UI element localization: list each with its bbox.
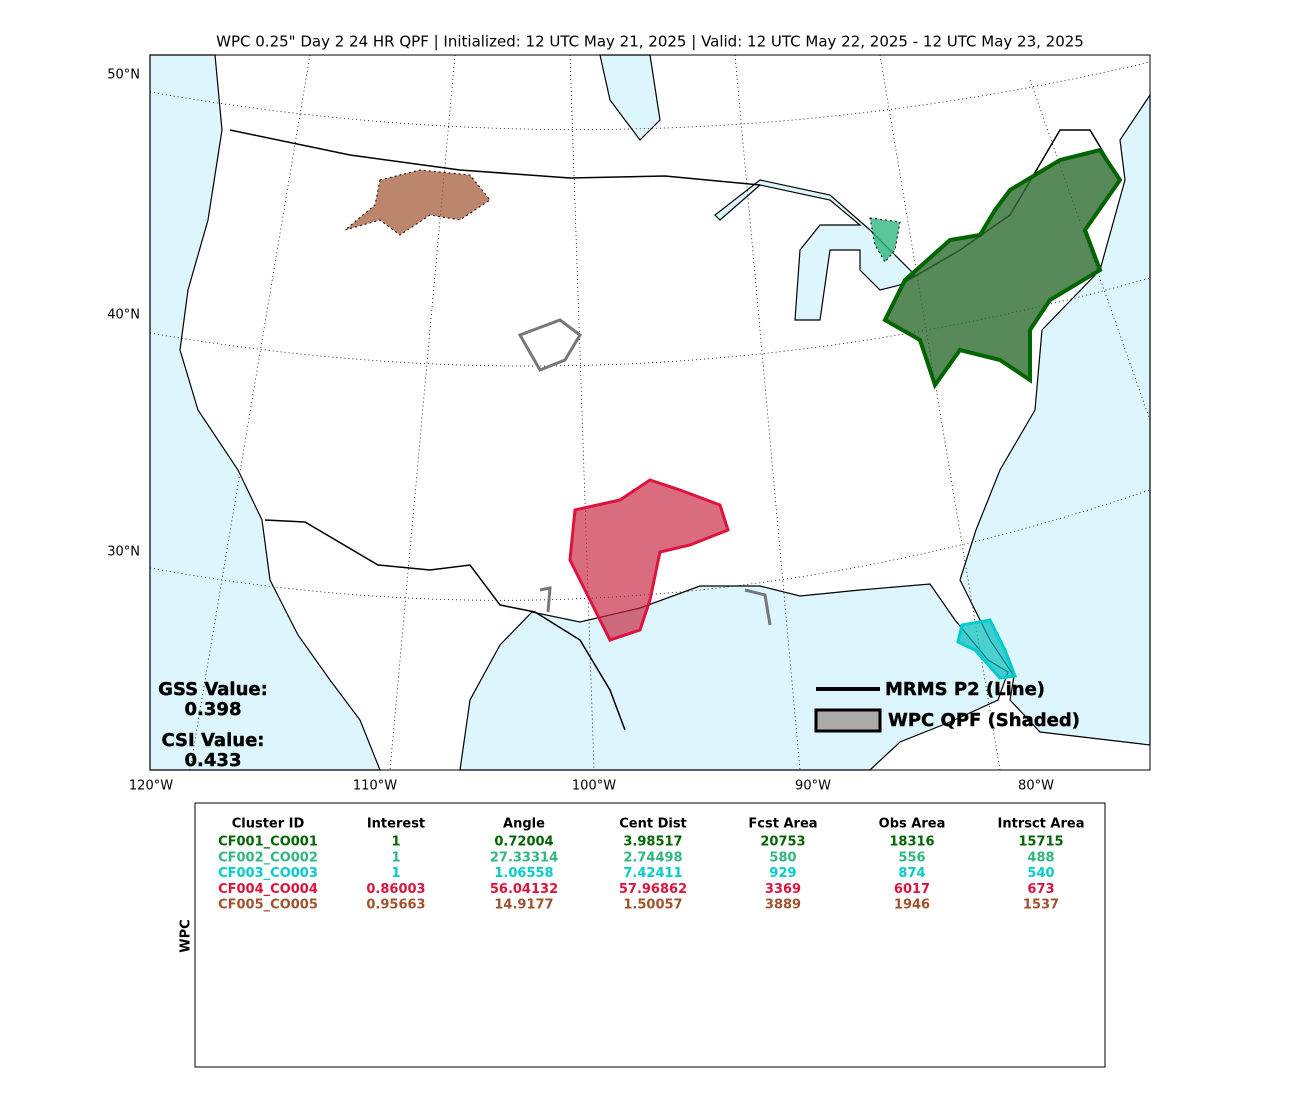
table-cell: 27.33314 <box>490 850 558 865</box>
lon-label: 110°W <box>353 779 397 794</box>
table-header: Cent Dist <box>619 817 687 832</box>
table-cell: 0.95663 <box>366 898 425 913</box>
cluster-5 <box>344 169 491 236</box>
table-cell: 556 <box>898 850 925 865</box>
table-cell: 1537 <box>1023 898 1059 913</box>
table-cell: 14.9177 <box>494 898 553 913</box>
table-cell: 929 <box>769 866 796 881</box>
table-cell: 18316 <box>889 835 934 850</box>
lon-label: 90°W <box>795 779 831 794</box>
table-cell: CF004_CO004 <box>218 882 318 897</box>
table-cell: 1.06558 <box>494 866 553 881</box>
table-cell: 56.04132 <box>490 882 558 897</box>
table-cell: 1 <box>391 850 400 865</box>
table-cell: 3889 <box>765 898 801 913</box>
table-cell: 673 <box>1027 882 1054 897</box>
objects <box>344 147 1123 680</box>
lon-label: 80°W <box>1018 779 1054 794</box>
cluster-3 <box>956 618 1018 680</box>
title: WPC 0.25" Day 2 24 HR QPF | Initialized:… <box>216 33 1084 51</box>
table-cell: 1.50057 <box>623 898 682 913</box>
table-header: Cluster ID <box>232 817 305 832</box>
legend-swatch <box>814 708 882 733</box>
csi-value: 0.433 <box>185 750 242 771</box>
table-cell: 20753 <box>760 835 805 850</box>
table-frame <box>194 802 1106 1068</box>
table-cell: 15715 <box>1018 835 1063 850</box>
csi-label: CSI Value: <box>162 730 265 751</box>
table-cell: CF005_CO005 <box>218 898 318 913</box>
great-lakes <box>714 179 916 321</box>
table-cell: 7.42411 <box>623 866 682 881</box>
mexico-border <box>264 519 626 731</box>
table-cell: 0.86003 <box>366 882 425 897</box>
gss-label: GSS Value: <box>158 679 268 700</box>
cluster-4 <box>568 478 730 642</box>
table-cell: 488 <box>1027 850 1054 865</box>
table-header: Obs Area <box>879 817 946 832</box>
table-cell: 1946 <box>894 898 930 913</box>
lon-label: 100°W <box>572 779 616 794</box>
table-cell: 3369 <box>765 882 801 897</box>
pacific <box>149 54 381 771</box>
table-header: Interest <box>367 817 425 832</box>
table-header: Fcst Area <box>748 817 817 832</box>
gss-value: 0.398 <box>185 699 242 720</box>
table-cell: 3.98517 <box>623 835 682 850</box>
obs-outline <box>517 318 772 626</box>
cluster-2 <box>869 217 901 263</box>
table-cell: CF001_CO001 <box>218 835 318 850</box>
map-frame <box>149 54 1151 771</box>
map: MRMS P2 (Line) WPC QPF (Shaded) GSS Valu… <box>149 54 1151 771</box>
table-cell: 6017 <box>894 882 930 897</box>
table-cell: 0.72004 <box>494 835 553 850</box>
table-cell: 2.74498 <box>623 850 682 865</box>
atlantic <box>959 93 1151 746</box>
cluster-1 <box>882 147 1123 390</box>
table-cell: CF003_CO003 <box>218 866 318 881</box>
table-cell: CF002_CO002 <box>218 850 318 865</box>
lon-label: 120°W <box>129 779 173 794</box>
table-side-label: WPC <box>179 919 194 952</box>
table-cell: 580 <box>769 850 796 865</box>
table-cell: 1 <box>391 835 400 850</box>
legend-label: WPC QPF (Shaded) <box>888 710 1080 731</box>
table-cell: 874 <box>898 866 925 881</box>
legend-label: MRMS P2 (Line) <box>885 679 1045 700</box>
table-cell: 540 <box>1027 866 1054 881</box>
table-header: Intrsct Area <box>998 817 1085 832</box>
lat-label: 30°N <box>107 545 140 560</box>
table-cell: 57.96862 <box>619 882 687 897</box>
table-header: Angle <box>503 817 545 832</box>
table-cell: 1 <box>391 866 400 881</box>
lat-label: 50°N <box>107 68 140 83</box>
lat-label: 40°N <box>107 308 140 323</box>
